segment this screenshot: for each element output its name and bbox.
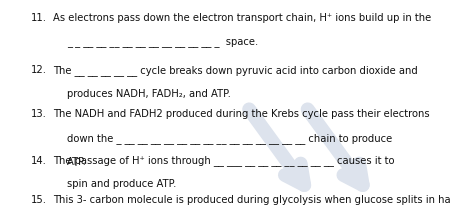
Text: 14.: 14. bbox=[31, 156, 46, 166]
Text: ATP.: ATP. bbox=[67, 157, 86, 167]
Text: down the _ __ __ __ __ __ __ __ __ __ __ __ __ __ __ chain to produce: down the _ __ __ __ __ __ __ __ __ __ __… bbox=[67, 133, 392, 144]
Text: produces NADH, FADH₂, and ATP.: produces NADH, FADH₂, and ATP. bbox=[67, 89, 230, 99]
Text: As electrons pass down the electron transport chain, H⁺ ions build up in the: As electrons pass down the electron tran… bbox=[53, 13, 432, 23]
Text: This 3- carbon molecule is produced during glycolysis when glucose splits in hal: This 3- carbon molecule is produced duri… bbox=[53, 195, 450, 205]
Text: The __ __ __ __ __ cycle breaks down pyruvic acid into carbon dioxide and: The __ __ __ __ __ cycle breaks down pyr… bbox=[53, 65, 418, 76]
Text: 12.: 12. bbox=[31, 65, 47, 75]
Text: 15.: 15. bbox=[31, 195, 47, 205]
Text: The passage of H⁺ ions through __ ___ __ __ __ __ __ __ __ causes it to: The passage of H⁺ ions through __ ___ __… bbox=[53, 156, 395, 166]
Text: 11.: 11. bbox=[31, 13, 47, 23]
Text: 13.: 13. bbox=[31, 109, 46, 119]
Text: spin and produce ATP.: spin and produce ATP. bbox=[67, 179, 176, 189]
Text: The NADH and FADH2 produced during the Krebs cycle pass their electrons: The NADH and FADH2 produced during the K… bbox=[53, 109, 430, 119]
Text: _ _ __ __ __ __ __ __ __ __ __ __ _  space.: _ _ __ __ __ __ __ __ __ __ __ __ _ spac… bbox=[67, 37, 258, 47]
